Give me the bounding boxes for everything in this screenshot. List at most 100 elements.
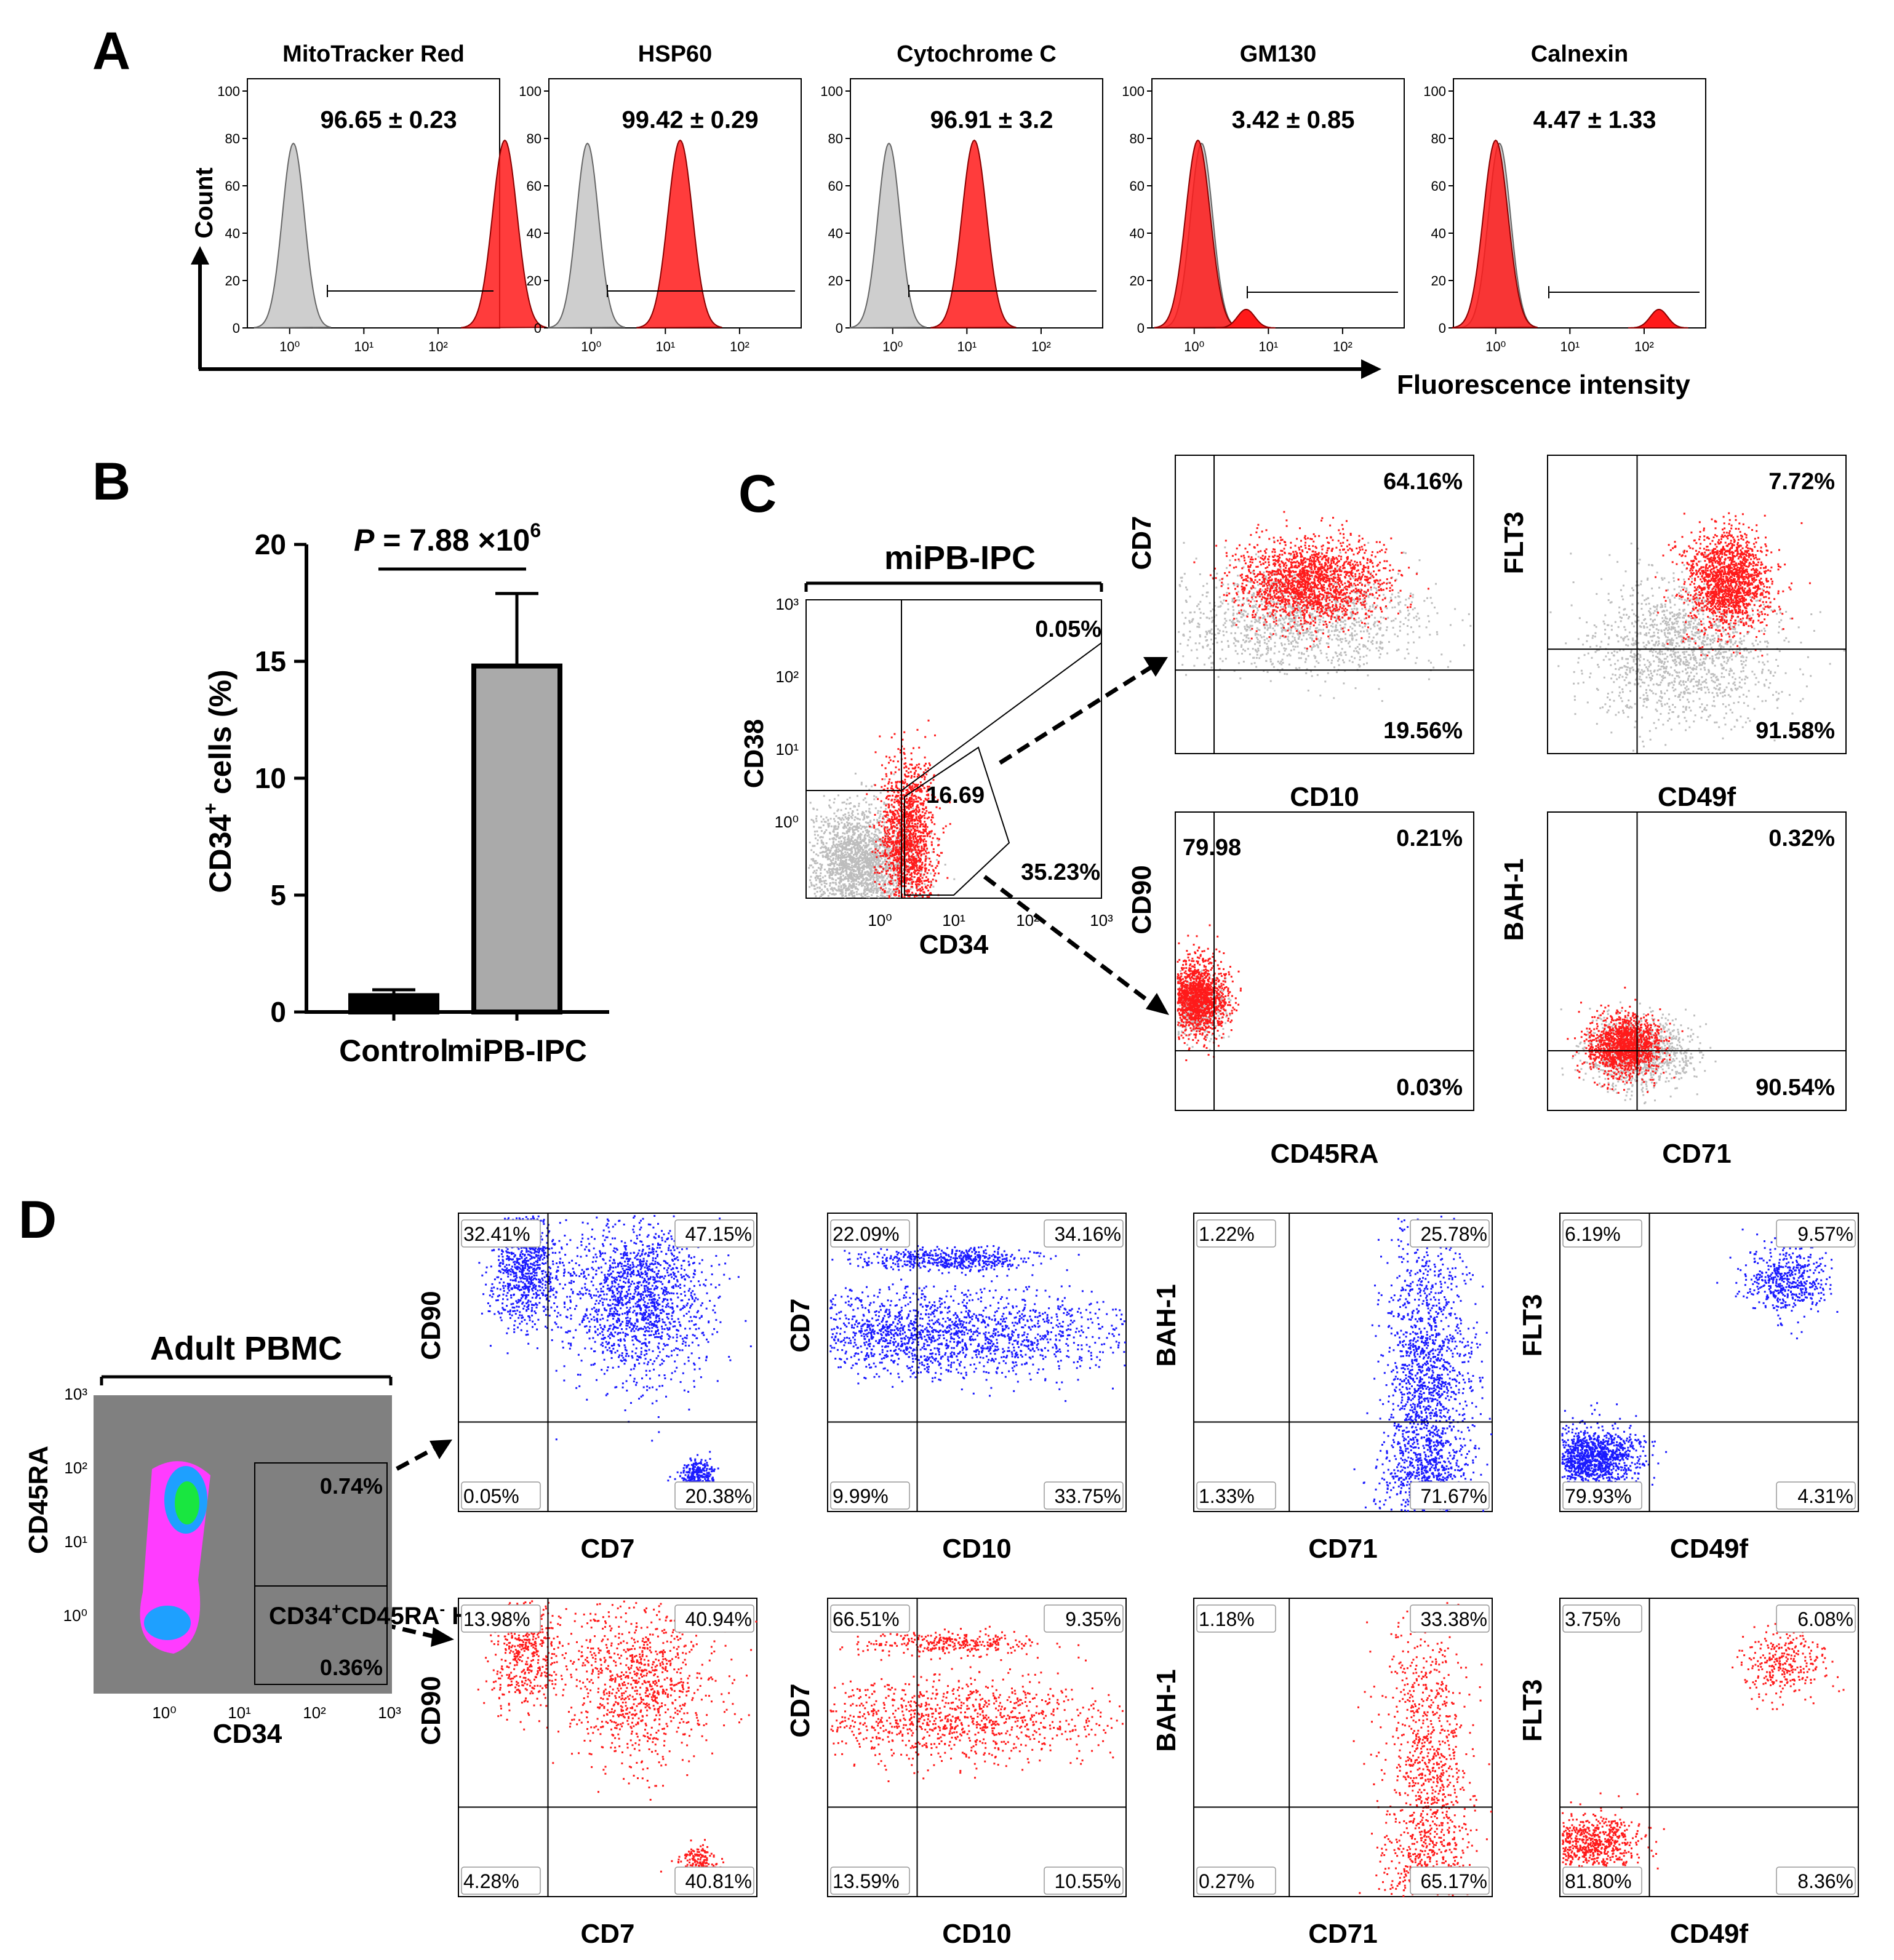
histogram-2: Cytochrome C 0 20 40 60 80 100 10⁰ 10¹ 10² 96.91 ±…: [820, 41, 1103, 354]
quadrant-bl: 0.05%: [463, 1485, 519, 1507]
plot-y-label: CD7: [1127, 516, 1157, 570]
gating-y-label: CD38: [739, 719, 769, 789]
event-cluster: [831, 1243, 1080, 1275]
quadrant-tl-box: [1196, 1604, 1276, 1633]
quadrant-tl-box: [461, 1604, 541, 1633]
event-dots: [1561, 1402, 1668, 1505]
panel-letter-a: A: [92, 22, 130, 81]
quadrant-br-box: [674, 1481, 754, 1510]
quadrant-plot-d-0-1: 22.09% 34.16% 9.99% 33.75% CD10 CD7: [785, 1213, 1127, 1564]
sample-histogram: [636, 139, 722, 329]
quadrant-plot-d-0-3: 6.19% 9.57% 79.93% 4.31% CD49f FLT3: [1517, 1213, 1859, 1564]
x-tick-label: 10³: [1090, 911, 1113, 930]
panel-a-y-label: Count: [191, 167, 218, 239]
quadrant-br-box: [1410, 1866, 1490, 1895]
gate-percent-inner: 16.69: [926, 783, 985, 808]
x-tick-label: 10¹: [655, 339, 675, 354]
y-tick-label: 60: [1130, 178, 1145, 194]
positive-percentage: 99.42 ± 0.29: [622, 106, 759, 133]
x-tick-label: 10³: [378, 1703, 401, 1722]
quadrant-tl: 1.22%: [1199, 1223, 1255, 1245]
quadrant-br: 10.55%: [1054, 1870, 1121, 1892]
y-tick-label: 80: [1130, 131, 1145, 146]
panel-b: CD34+ cells (%) P = 7.88 ×106: [199, 519, 609, 1014]
y-tick-label: 0: [270, 996, 286, 1028]
y-tick-label: 20: [527, 273, 541, 289]
control-histogram: [254, 142, 332, 329]
arrowhead-c-lower: [1146, 993, 1169, 1015]
quadrant-br: 0.03%: [1396, 1075, 1463, 1101]
plot-frame: [827, 1598, 1127, 1897]
panel-c-title: miPB-IPC: [884, 540, 1036, 576]
quadrant-tr: 9.35%: [1065, 1608, 1121, 1630]
panel-a-y-arrowhead: [191, 246, 209, 265]
panel-b-y-label: CD34+ cells (%): [199, 669, 238, 893]
quadrant-bl-box: [461, 1866, 541, 1895]
event-cluster: [866, 719, 951, 899]
quadrant-br: 65.17%: [1420, 1870, 1487, 1892]
plot-x-label: CD71: [1308, 1534, 1378, 1564]
event-dots: [478, 1215, 576, 1368]
quadrant-br: 40.81%: [685, 1870, 752, 1892]
quadrant-br: 71.67%: [1420, 1485, 1487, 1507]
quadrant-tl: 32.41%: [463, 1223, 530, 1245]
control-histogram: [849, 142, 927, 329]
y-tick-label: 20: [255, 528, 286, 560]
quadrant-tl: 3.75%: [1565, 1608, 1621, 1630]
control-histogram: [548, 142, 626, 329]
plot-x-label: CD49f: [1670, 1534, 1748, 1564]
quadrant-bl-box: [1196, 1481, 1276, 1510]
event-cluster: [1732, 1618, 1856, 1710]
y-tick-label: 60: [1431, 178, 1446, 194]
quadrant-bl-box: [830, 1481, 910, 1510]
panel-c: miPB-IPC: [804, 540, 1103, 592]
quadrant-tl-box: [1562, 1219, 1642, 1248]
quadrant-br-box: [1044, 1481, 1124, 1510]
histogram-0: MitoTracker Red 0 20 40 60 80 100 10⁰ 10¹ 10² 96.6…: [217, 41, 547, 354]
y-tick-label: 0: [534, 321, 541, 336]
plot-frame: [827, 1213, 1127, 1512]
y-tick-label: 100: [1423, 84, 1446, 99]
y-tick-label: 40: [1130, 226, 1145, 241]
y-tick-label: 10³: [775, 595, 799, 613]
quadrant-plot-d-1-1: 66.51% 9.35% 13.59% 10.55% CD10 CD7: [785, 1598, 1127, 1949]
quadrant-plot-c-2: 0.21% 0.03% 79.98 CD45RA CD90: [1127, 811, 1474, 1169]
quadrant-tl-box: [830, 1219, 910, 1248]
positive-percentage: 96.65 ± 0.23: [321, 106, 457, 133]
event-cluster: [1193, 511, 1429, 650]
histogram-frame: [1151, 78, 1405, 329]
quadrant-tl-box: [830, 1604, 910, 1633]
plot-y-label: CD90: [416, 1676, 446, 1745]
quadrant-tr: 0.32%: [1768, 826, 1835, 851]
x-tick-label: 10¹: [957, 339, 977, 354]
quadrant-bl: 13.59%: [833, 1870, 900, 1892]
plot-frame: [1559, 1598, 1859, 1897]
sample-histogram: [1154, 139, 1240, 329]
event-dots: [808, 773, 956, 899]
plot-y-label: BAH-1: [1151, 1284, 1181, 1366]
y-tick-label: 10³: [64, 1385, 87, 1403]
quadrant-br-box: [674, 1866, 754, 1895]
arrow-c-upper: [999, 666, 1152, 765]
plot-y-label: FLT3: [1517, 1294, 1548, 1357]
hsc-label-part: CD45RA: [341, 1603, 439, 1630]
plot-frame: [1547, 455, 1847, 754]
plot-y-label: CD90: [416, 1291, 446, 1360]
event-dots: [1366, 1216, 1491, 1511]
arrow-d-upper: [359, 1446, 435, 1491]
y-tick-label: 80: [828, 131, 843, 146]
event-dots: [1177, 924, 1242, 1061]
y-tick-label: 40: [225, 226, 240, 241]
quadrant-bl-box: [830, 1866, 910, 1895]
event-dots: [1193, 511, 1429, 650]
quadrant-tl-box: [461, 1219, 541, 1248]
y-tick-label: 80: [225, 131, 240, 146]
event-dots: [1177, 540, 1472, 702]
x-tick-label: 10⁰: [868, 911, 892, 930]
quadrant-tr: 34.16%: [1054, 1223, 1121, 1245]
plot-y-label: FLT3: [1499, 512, 1529, 575]
plot-x-label: CD71: [1308, 1919, 1378, 1949]
histogram-title: MitoTracker Red: [282, 41, 465, 67]
minor-histogram: [1215, 308, 1276, 329]
